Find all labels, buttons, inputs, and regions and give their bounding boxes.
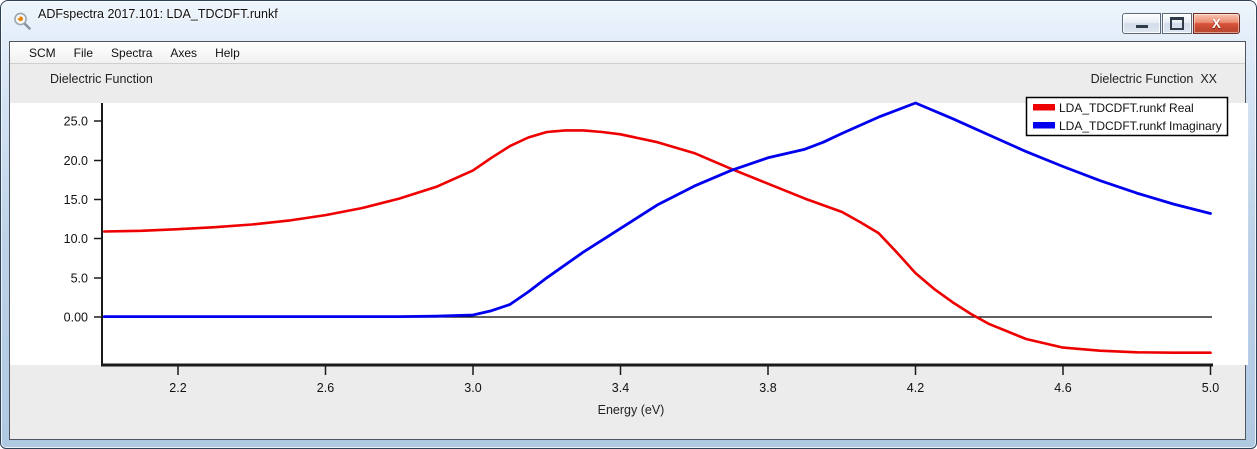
plot-title-right: Dielectric Function XX: [1090, 72, 1217, 86]
title-bar[interactable]: ADFspectra 2017.101: LDA_TDCDFT.runkf: [1, 1, 1256, 41]
minimize-button[interactable]: [1122, 13, 1161, 34]
legend-swatch-real: [1033, 104, 1055, 111]
plot-pane: Dielectric Function Dielectric Function …: [10, 65, 1248, 442]
y-tick-label: 15.0: [64, 193, 88, 207]
x-ticks: [177, 366, 1212, 375]
legend-box: [1025, 96, 1229, 137]
menu-axes[interactable]: Axes: [170, 45, 198, 60]
x-tick-label: 4.2: [907, 381, 924, 395]
plot-canvas: [10, 103, 1248, 365]
x-tick-label: 5.0: [1202, 381, 1219, 395]
series-real-curve: [103, 129, 1212, 355]
y-tick-labels: 25.0 20.0 15.0 10.0 5.0 0.00: [64, 115, 88, 325]
menu-spectra[interactable]: Spectra: [111, 45, 153, 60]
legend: LDA_TDCDFT.runkf Real LDA_TDCDFT.runkf I…: [1025, 96, 1229, 137]
menu-bar: SCM File Spectra Axes Help: [10, 42, 1245, 64]
window-title: ADFspectra 2017.101: LDA_TDCDFT.runkf: [38, 7, 278, 21]
maximize-icon: [1170, 17, 1184, 30]
legend-label-imaginary: LDA_TDCDFT.runkf Imaginary: [1059, 119, 1222, 133]
window-content: SCM File Spectra Axes Help Dielectric Fu…: [9, 41, 1248, 442]
minimize-icon: [1135, 24, 1148, 28]
plot-title-left: Dielectric Function: [50, 72, 153, 86]
y-tick-label: 20.0: [64, 154, 88, 168]
menu-scm[interactable]: SCM: [29, 45, 56, 60]
dielectric-chart[interactable]: 25.0 20.0 15.0 10.0 5.0 0.00: [10, 65, 1248, 442]
window-controls: X: [1121, 13, 1240, 34]
y-tick-label: 25.0: [64, 115, 88, 129]
legend-swatch-imaginary: [1033, 122, 1055, 129]
y-ticks: [94, 120, 101, 318]
close-icon: X: [1212, 16, 1221, 31]
x-tick-label: 3.0: [464, 381, 481, 395]
x-tick-label: 2.6: [317, 381, 334, 395]
y-tick-label: 10.0: [64, 232, 88, 246]
maximize-button[interactable]: [1162, 13, 1192, 34]
menu-file[interactable]: File: [73, 45, 94, 60]
y-tick-label: 5.0: [71, 272, 88, 286]
legend-label-real: LDA_TDCDFT.runkf Real: [1059, 101, 1194, 115]
x-axis-title: Energy (eV): [598, 403, 665, 417]
menu-help[interactable]: Help: [215, 45, 240, 60]
x-tick-label: 4.6: [1054, 381, 1071, 395]
close-button[interactable]: X: [1193, 13, 1240, 34]
x-tick-label: 3.8: [759, 381, 776, 395]
y-tick-label: 0.00: [64, 311, 88, 325]
x-tick-labels: 2.2 2.6 3.0 3.4 3.8 4.2 4.6 5.0: [169, 381, 1219, 395]
x-tick-label: 3.4: [612, 381, 629, 395]
app-magnifier-icon: [14, 12, 31, 30]
series-imaginary-curve: [102, 101, 1212, 319]
x-tick-label: 2.2: [169, 381, 186, 395]
